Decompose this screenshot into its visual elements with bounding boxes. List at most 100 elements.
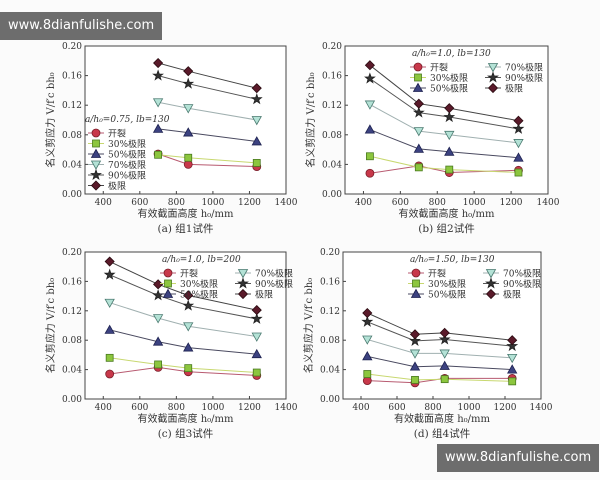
legend-label: 70%极限 <box>108 159 146 171</box>
data-point <box>364 60 375 71</box>
legend-label: 极限 <box>503 289 521 301</box>
series-4 <box>364 72 525 134</box>
x-tick-label: 400 <box>95 403 112 413</box>
data-point <box>250 312 263 324</box>
series-line <box>367 373 513 382</box>
data-point <box>365 168 375 178</box>
data-point <box>411 375 419 384</box>
x-tick-label: 800 <box>168 403 185 413</box>
data-point <box>507 364 518 374</box>
data-point <box>251 83 262 94</box>
series-3 <box>362 335 518 364</box>
data-point <box>439 360 450 370</box>
data-point <box>182 299 195 311</box>
chart-panel-2: 400 600 800 1000 1200 1400 0.00 0.04 0.08 0.12 0.1… <box>44 248 298 440</box>
data-point <box>512 122 525 134</box>
x-tick-label: 1200 <box>500 198 523 208</box>
series-line <box>369 104 519 144</box>
data-point <box>364 124 376 134</box>
legend-marker <box>412 82 424 92</box>
x-tick-label: 1200 <box>238 198 261 208</box>
series-2 <box>364 124 524 162</box>
data-point <box>413 98 424 109</box>
legend-marker <box>413 62 423 72</box>
legend-marker <box>90 148 102 158</box>
data-point <box>409 329 421 340</box>
series-line <box>109 274 257 320</box>
series-4 <box>361 315 519 352</box>
x-tick-label: 1000 <box>201 403 224 413</box>
chart-panel-3: 400 600 800 1000 1200 1400 0.00 0.04 0.08 0.12 0.1… <box>302 248 553 440</box>
series-3 <box>364 100 524 149</box>
data-point <box>364 72 376 84</box>
data-point <box>153 279 164 290</box>
data-point <box>506 339 519 352</box>
data-point <box>252 159 261 167</box>
legend-marker <box>90 160 102 170</box>
x-tick-label: 1000 <box>463 198 486 208</box>
x-tick-label: 1400 <box>530 403 553 413</box>
data-point <box>152 123 164 133</box>
legend-marker <box>487 82 499 94</box>
legend-marker <box>162 288 174 298</box>
data-point <box>252 368 261 377</box>
data-point <box>154 360 162 369</box>
legend-marker <box>485 269 497 279</box>
series-1 <box>154 150 261 167</box>
series-line <box>109 261 257 311</box>
data-point <box>440 375 449 384</box>
legend-marker <box>163 268 173 278</box>
series-line <box>369 129 519 159</box>
legend-label: 50%极限 <box>108 149 146 161</box>
x-tick-label: 600 <box>388 403 405 413</box>
x-axis-label: 有效截面高度 h₀/mm <box>394 412 490 425</box>
data-point <box>508 377 517 386</box>
legend-label: 70%极限 <box>255 268 293 280</box>
data-point <box>409 349 421 359</box>
series-line <box>367 312 513 341</box>
legend-marker <box>411 268 421 278</box>
y-tick-label: 0.12 <box>62 101 82 111</box>
series-3 <box>152 98 262 126</box>
y-tick-label: 0.04 <box>62 160 82 170</box>
data-point <box>103 268 116 280</box>
y-tick-label: 0.20 <box>322 42 342 52</box>
data-point <box>105 369 115 379</box>
data-point <box>507 335 518 346</box>
series-line <box>109 302 257 337</box>
series-line <box>367 339 513 359</box>
legend-marker <box>485 277 497 289</box>
y-tick-label: 0.00 <box>62 395 82 405</box>
y-tick-label: 0.16 <box>62 277 82 287</box>
series-4 <box>103 268 263 324</box>
data-point <box>412 106 425 118</box>
series-5 <box>104 256 262 316</box>
data-point <box>409 361 421 371</box>
legend-marker <box>237 269 249 279</box>
y-tick-label: 0.08 <box>322 131 342 141</box>
x-axis-label: 有效截面高度 h₀/mm <box>138 207 234 220</box>
legend-label: 70%极限 <box>503 268 541 280</box>
panel-caption: (d) 组4试件 <box>414 427 470 440</box>
y-axis-label: 名义剪应力 V/f′c bh₀ <box>44 278 57 373</box>
x-axis-label: 有效截面高度 h₀/mm <box>399 207 495 220</box>
data-point <box>183 290 194 301</box>
x-axis-label: 有效截面高度 h₀/mm <box>138 412 234 425</box>
data-point <box>183 322 194 332</box>
data-point <box>152 336 164 346</box>
y-axis-label: 名义剪应力 V/f′c bh₀ <box>304 72 317 167</box>
legend-title: a/h₀=0.75, lb=130 <box>85 115 170 125</box>
legend-marker <box>164 279 172 288</box>
data-point <box>414 163 423 172</box>
legend-marker <box>414 73 422 82</box>
y-tick-label: 0.08 <box>62 336 82 346</box>
y-tick-label: 0.20 <box>320 248 340 258</box>
legend-marker <box>487 63 499 73</box>
series-2 <box>104 324 262 359</box>
series-3 <box>104 298 262 342</box>
data-point <box>443 110 456 123</box>
legend-marker <box>91 128 101 138</box>
